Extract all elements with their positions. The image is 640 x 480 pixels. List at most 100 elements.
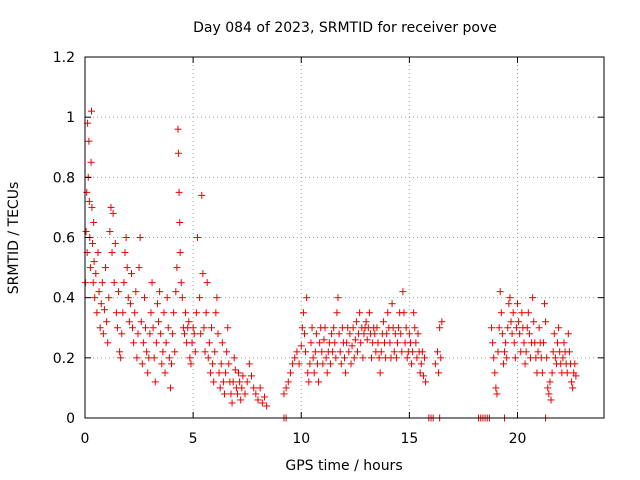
data-point xyxy=(112,309,120,317)
data-point xyxy=(505,300,513,308)
data-point xyxy=(212,309,220,317)
data-point xyxy=(148,279,156,287)
data-point xyxy=(352,318,360,326)
data-point xyxy=(104,339,112,347)
data-point xyxy=(348,342,356,350)
data-point xyxy=(214,330,222,338)
data-point xyxy=(201,348,209,356)
data-point xyxy=(373,324,381,332)
data-point xyxy=(227,390,235,398)
data-point xyxy=(182,309,190,317)
data-point xyxy=(303,294,311,302)
data-point xyxy=(323,369,331,377)
data-point xyxy=(535,324,543,332)
data-point xyxy=(223,348,231,356)
data-point xyxy=(422,378,430,386)
data-point xyxy=(299,309,307,317)
data-point xyxy=(131,309,139,317)
x-tick-label: 0 xyxy=(81,431,90,447)
data-point xyxy=(230,354,238,362)
data-point xyxy=(231,366,239,374)
data-point xyxy=(82,227,90,235)
data-point xyxy=(405,330,413,338)
data-point xyxy=(411,324,419,332)
data-point xyxy=(88,203,96,211)
data-point xyxy=(210,378,218,386)
data-point xyxy=(365,309,373,317)
data-point xyxy=(320,336,328,344)
data-point xyxy=(341,354,348,362)
data-point xyxy=(205,339,213,347)
data-point xyxy=(86,264,94,272)
data-point xyxy=(109,209,117,217)
data-point xyxy=(218,339,226,347)
x-tick-label: 15 xyxy=(400,431,418,447)
data-point xyxy=(99,330,107,338)
data-point xyxy=(140,294,148,302)
data-point xyxy=(160,309,168,317)
data-point xyxy=(169,330,177,338)
data-point xyxy=(518,309,526,317)
data-point xyxy=(297,342,305,350)
data-point xyxy=(152,339,160,347)
data-point xyxy=(233,390,241,398)
data-point xyxy=(315,378,323,386)
data-point xyxy=(113,324,121,332)
data-point xyxy=(137,318,145,326)
data-point xyxy=(342,369,350,377)
data-point xyxy=(368,354,376,362)
data-point xyxy=(548,369,556,377)
data-point xyxy=(509,309,517,317)
data-point xyxy=(515,318,523,326)
data-point xyxy=(395,324,403,332)
data-point xyxy=(490,354,498,362)
data-point xyxy=(122,234,130,241)
data-point xyxy=(96,324,104,332)
data-point xyxy=(180,330,188,338)
data-point xyxy=(98,279,106,287)
data-point xyxy=(403,354,411,362)
data-point xyxy=(502,339,510,347)
data-point xyxy=(298,324,306,332)
data-point xyxy=(177,279,185,287)
data-point xyxy=(293,348,301,356)
data-point xyxy=(488,324,496,332)
data-point xyxy=(197,330,205,338)
data-point xyxy=(492,384,500,392)
data-point xyxy=(529,294,537,302)
data-point xyxy=(547,396,555,404)
y-tick-label: 0.2 xyxy=(53,351,75,367)
data-point xyxy=(229,378,237,386)
data-point xyxy=(371,330,379,338)
data-point xyxy=(520,339,528,347)
data-point xyxy=(142,324,150,332)
data-point xyxy=(289,360,297,368)
data-point xyxy=(116,348,124,356)
data-point xyxy=(110,279,118,287)
data-point xyxy=(166,384,174,392)
data-point xyxy=(310,369,318,377)
data-point xyxy=(159,348,167,356)
data-point xyxy=(252,390,260,398)
data-point xyxy=(336,348,344,356)
data-point xyxy=(362,318,370,326)
data-point xyxy=(494,348,502,356)
data-point xyxy=(506,294,514,302)
data-point xyxy=(217,360,225,368)
data-point xyxy=(188,339,196,347)
data-point xyxy=(149,324,157,332)
y-axis-title: SRMTID / TECUs xyxy=(6,182,22,295)
data-point xyxy=(503,354,511,362)
data-point xyxy=(118,330,126,338)
data-point xyxy=(497,309,505,317)
data-point xyxy=(572,372,580,380)
data-point xyxy=(134,330,142,338)
data-point xyxy=(525,330,533,338)
data-point xyxy=(496,288,504,296)
data-point xyxy=(410,309,418,317)
data-point xyxy=(419,372,427,380)
data-point xyxy=(544,384,552,392)
data-point xyxy=(322,354,330,362)
data-point xyxy=(171,348,179,356)
